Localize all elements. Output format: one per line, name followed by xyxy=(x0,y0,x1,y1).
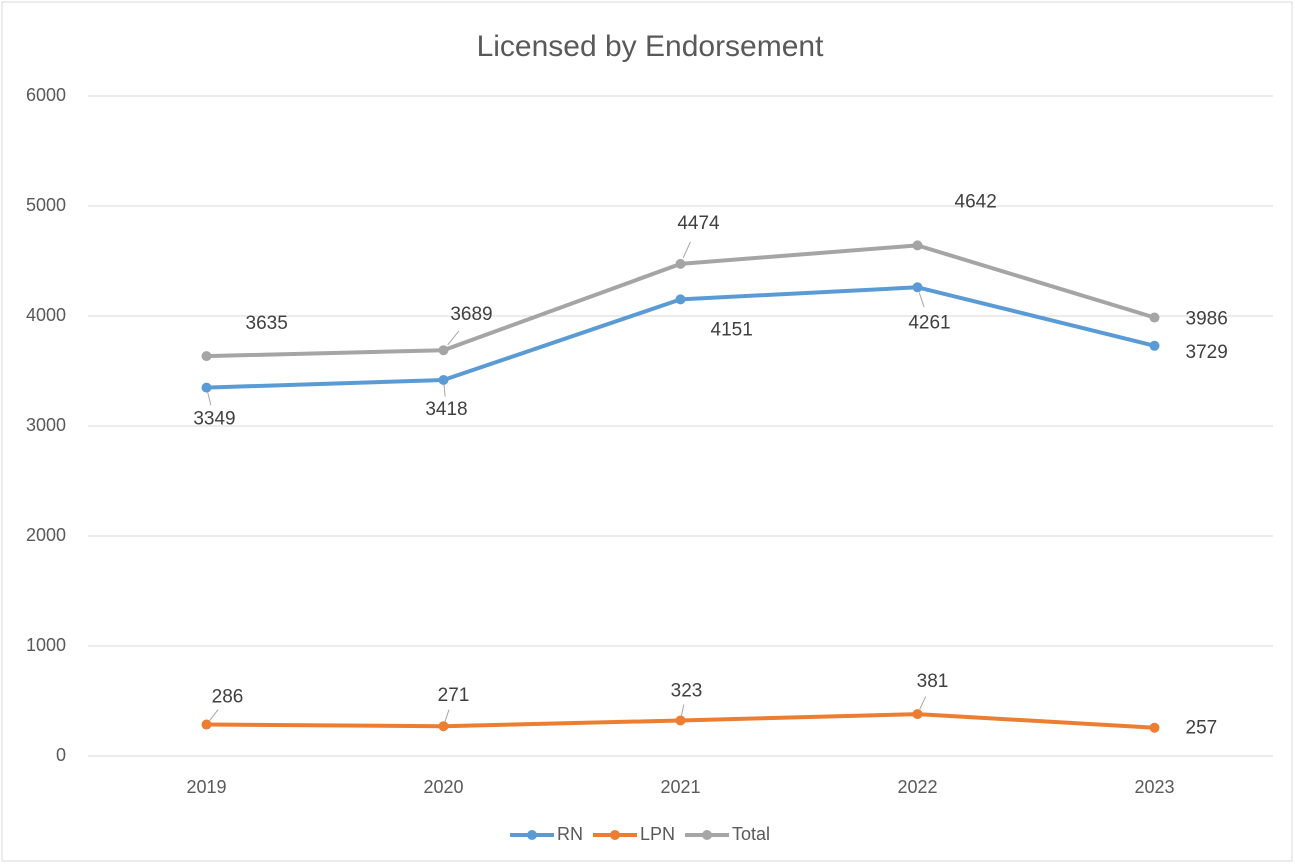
data-point xyxy=(438,721,449,732)
legend-marker xyxy=(702,830,713,840)
data-point xyxy=(912,240,923,251)
leader-line xyxy=(207,392,212,406)
data-point xyxy=(201,351,212,362)
x-tick-label: 2019 xyxy=(186,777,226,797)
data-label: 3689 xyxy=(450,304,492,325)
legend-label: Total xyxy=(732,824,770,844)
y-tick-label: 6000 xyxy=(26,85,66,105)
chart-title: Licensed by Endorsement xyxy=(477,30,825,63)
y-tick-label: 2000 xyxy=(26,525,66,545)
data-label: 3986 xyxy=(1186,309,1228,330)
data-point xyxy=(675,258,686,269)
x-tick-label: 2022 xyxy=(897,777,937,797)
legend-label: RN xyxy=(557,824,583,844)
data-point xyxy=(438,345,449,356)
leader-line xyxy=(209,709,219,721)
data-label: 3729 xyxy=(1186,342,1228,363)
x-tick-label: 2023 xyxy=(1134,777,1174,797)
data-label: 4474 xyxy=(677,213,720,234)
data-label: 257 xyxy=(1186,718,1218,739)
data-point xyxy=(675,715,686,726)
data-point xyxy=(912,709,923,720)
y-tick-label: 1000 xyxy=(26,635,66,655)
leader-line xyxy=(680,704,685,717)
data-point xyxy=(1149,722,1160,733)
data-label: 4261 xyxy=(908,312,950,333)
data-label: 381 xyxy=(917,671,949,692)
leader-line xyxy=(444,709,450,722)
leader-line xyxy=(682,241,691,259)
leader-line xyxy=(918,292,925,308)
legend-label: LPN xyxy=(640,824,675,844)
data-point xyxy=(1149,340,1160,351)
y-tick-label: 3000 xyxy=(26,415,66,435)
x-tick-label: 2020 xyxy=(423,777,463,797)
y-tick-label: 0 xyxy=(56,745,66,765)
data-point xyxy=(201,719,212,730)
leader-line xyxy=(447,330,460,346)
data-label: 3349 xyxy=(193,409,235,430)
data-label: 3418 xyxy=(425,399,467,420)
data-point xyxy=(201,382,212,393)
data-point xyxy=(912,282,923,293)
data-point xyxy=(438,375,449,386)
data-label: 4151 xyxy=(711,319,753,340)
y-tick-label: 5000 xyxy=(26,195,66,215)
y-tick-label: 4000 xyxy=(26,305,66,325)
data-label: 271 xyxy=(438,685,470,706)
data-label: 286 xyxy=(212,687,244,708)
data-point xyxy=(675,294,686,305)
leader-line xyxy=(443,384,446,397)
data-label: 3635 xyxy=(246,313,288,334)
data-point xyxy=(1149,312,1160,323)
data-label: 323 xyxy=(671,680,703,701)
legend-marker xyxy=(527,830,537,840)
legend-marker xyxy=(610,830,620,840)
data-label: 4642 xyxy=(955,191,997,212)
x-tick-label: 2021 xyxy=(660,777,700,797)
leader-line xyxy=(919,696,927,710)
